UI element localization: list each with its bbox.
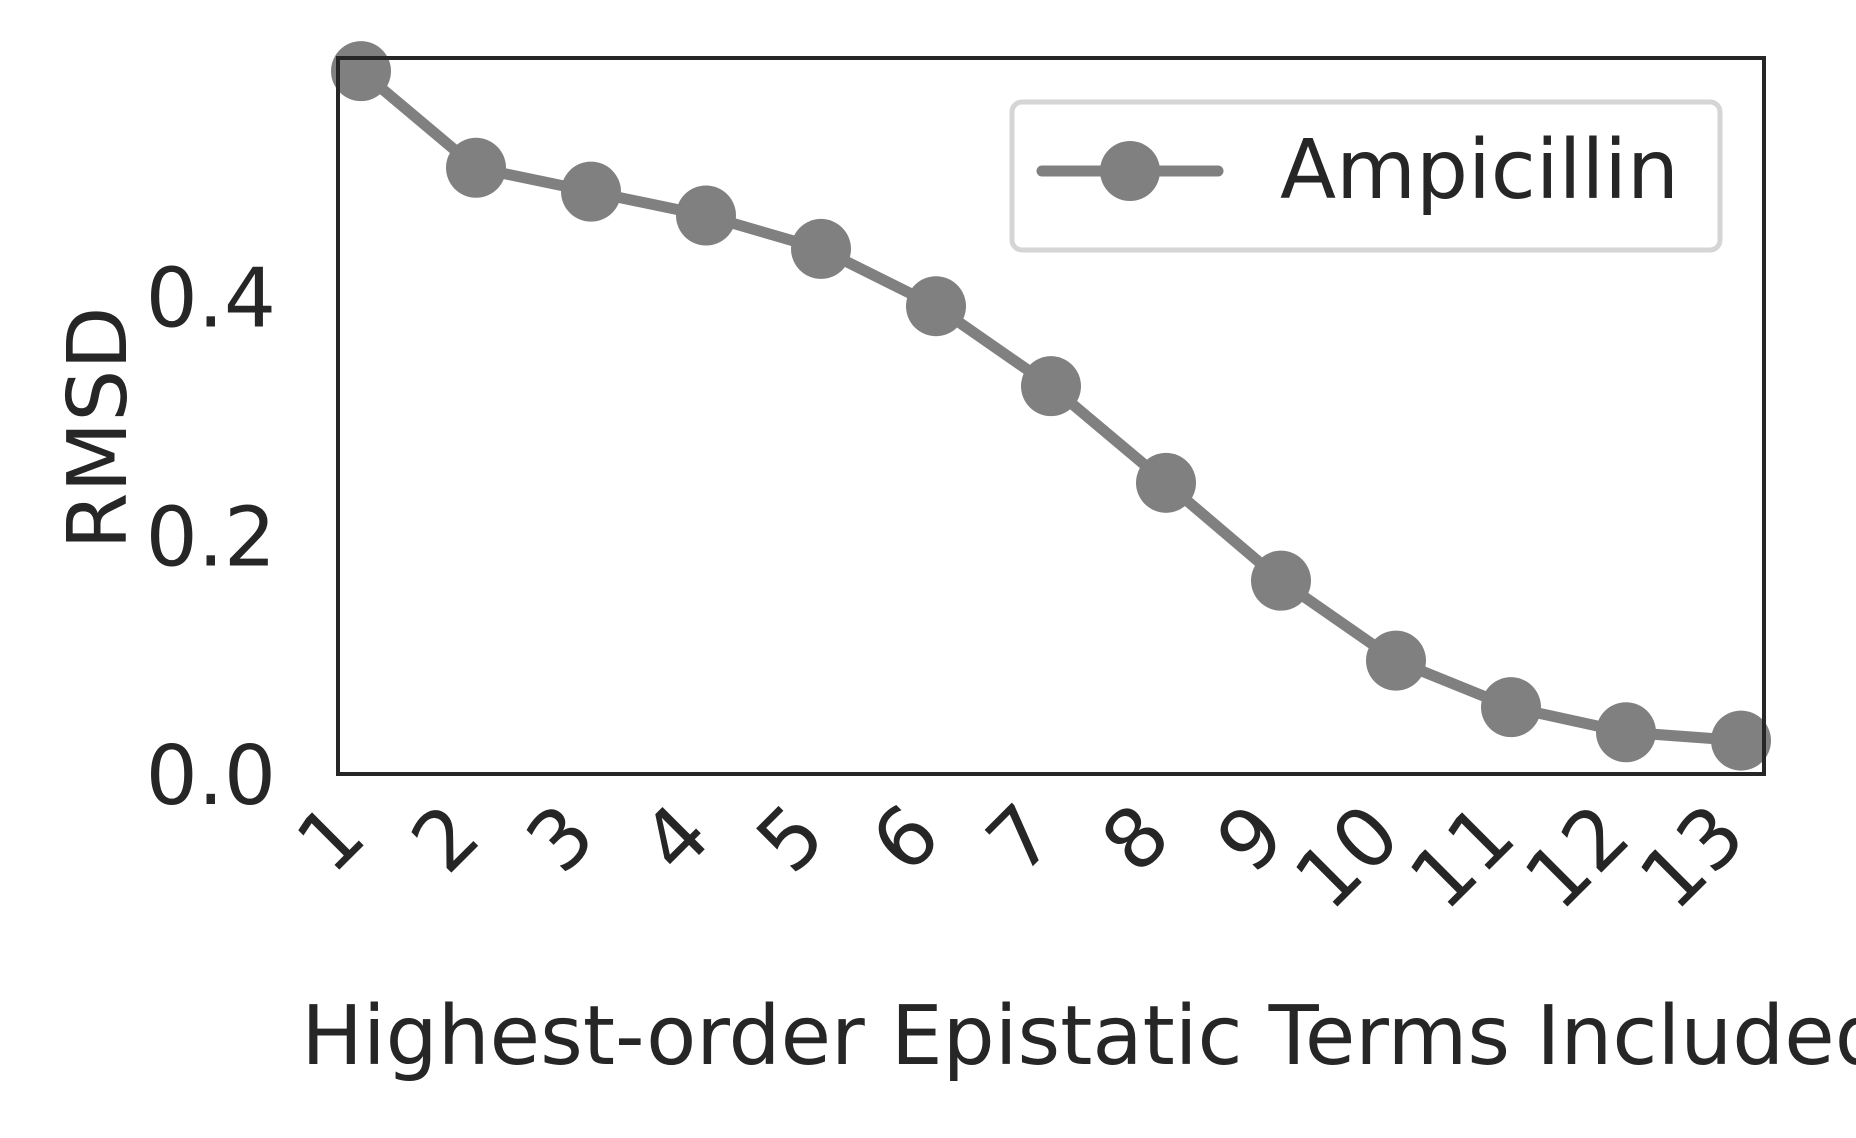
data-point — [1136, 452, 1196, 513]
y-tick-label: 0.2 — [146, 490, 276, 585]
series-layer — [331, 41, 1771, 771]
y-tick-labels: 0.0 0.2 0.4 — [146, 252, 276, 824]
plot-frame — [336, 56, 1766, 776]
legend-box — [1009, 99, 1723, 253]
y-tick-label: 0.4 — [146, 252, 276, 347]
legend-marker-sample — [1100, 141, 1160, 201]
legend: Ampicillin — [1009, 99, 1723, 253]
x-axis-label: Highest-order Epistatic Terms Included — [301, 989, 1856, 1084]
data-point — [1251, 550, 1311, 611]
y-tick-label: 0.0 — [146, 729, 276, 824]
data-point — [561, 161, 621, 222]
data-point — [1711, 710, 1771, 771]
data-point — [446, 137, 506, 198]
data-point — [1596, 702, 1656, 763]
y-axis-label: RMSD — [51, 307, 146, 550]
legend-label: Ampicillin — [1280, 123, 1679, 218]
data-point — [1481, 677, 1541, 738]
data-point — [676, 185, 736, 246]
data-point — [906, 276, 966, 337]
data-point — [791, 218, 851, 279]
data-point — [1366, 630, 1426, 691]
data-point — [1021, 356, 1081, 417]
